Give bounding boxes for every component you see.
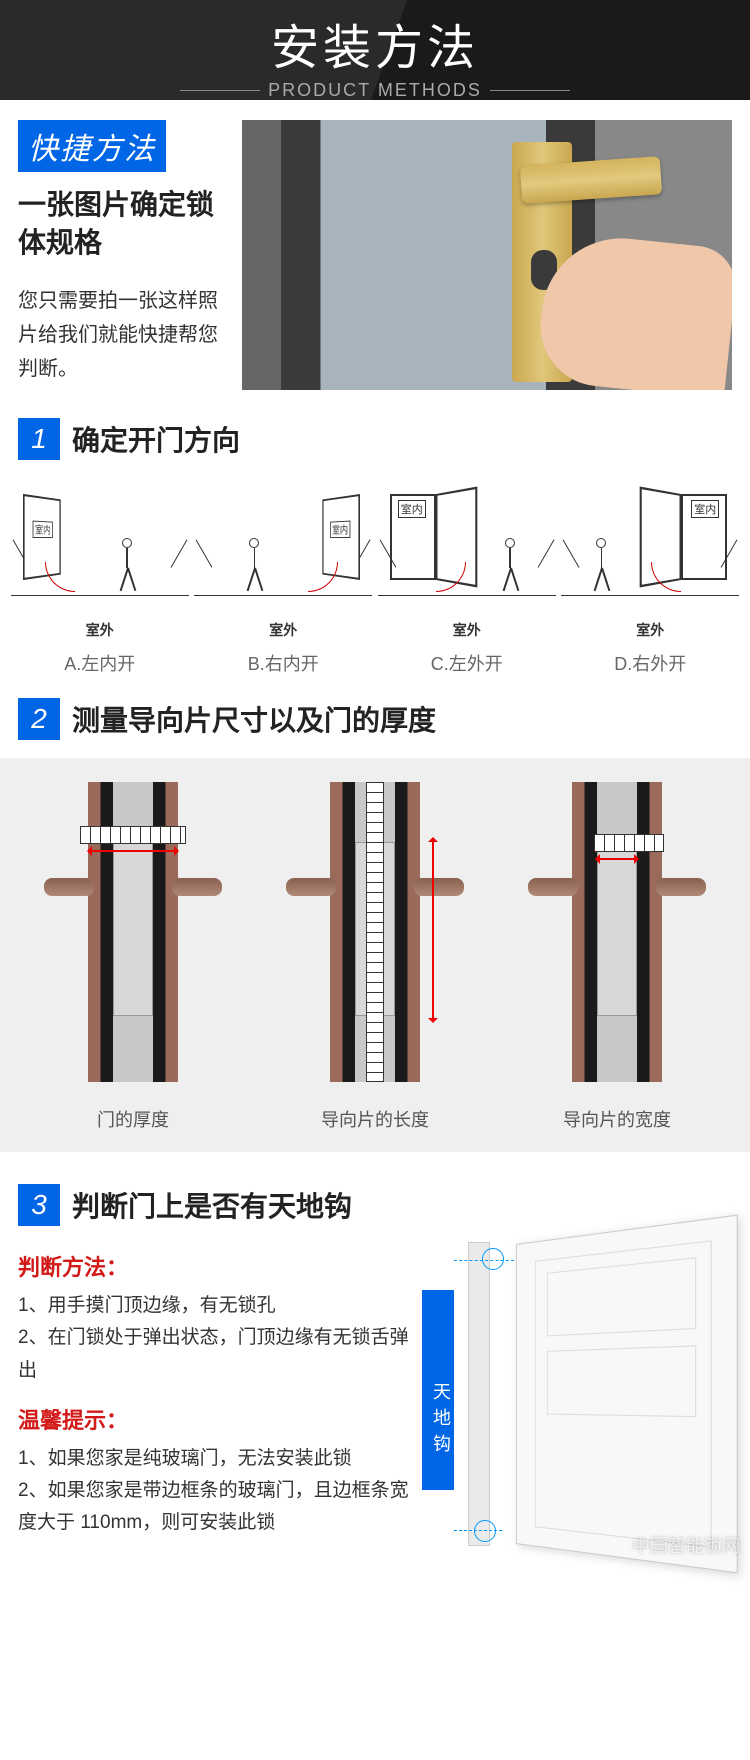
measure-caption: 导向片的宽度: [507, 1092, 727, 1138]
direction-item: 室内 室外 C.左外开: [382, 488, 552, 676]
divider-line: [180, 90, 260, 91]
measure-item: 门的厚度: [23, 782, 243, 1138]
inside-label: 室内: [691, 500, 719, 518]
measure-caption: 导向片的长度: [265, 1092, 485, 1138]
quick-example-photo: [242, 120, 732, 390]
step-number: 2: [18, 698, 60, 740]
header-banner: 安装方法 PRODUCT METHODS: [0, 0, 750, 100]
quick-method-section: 快捷方法 一张图片确定锁体规格 您只需要拍一张这样照片给我们就能快捷帮您判断。: [0, 100, 750, 414]
step-title: 确定开门方向: [72, 419, 240, 459]
method-line: 2、在门锁处于弹出状态，门顶边缘有无锁舌弹出: [18, 1322, 412, 1387]
direction-caption: D.右外开: [565, 650, 735, 676]
measure-item: 导向片的宽度: [507, 782, 727, 1138]
callout-circle: [474, 1520, 496, 1542]
hook-diagram: 天地钩: [422, 1242, 732, 1540]
header-subtitle: PRODUCT METHODS: [268, 80, 482, 100]
ruler-icon: [366, 782, 384, 1082]
dimension-arrow: [90, 850, 176, 852]
measurement-row: 门的厚度 导向片的长度 导向片的宽度: [0, 758, 750, 1152]
measure-item: 导向片的长度: [265, 782, 485, 1138]
divider-line: [490, 90, 570, 91]
inside-label: 室内: [398, 500, 426, 518]
direction-item: 室内 室外 B.右内开: [198, 488, 368, 676]
direction-caption: A.左内开: [15, 650, 185, 676]
outside-label: 室外: [565, 620, 735, 640]
watermark: 中国智能锁网: [632, 1532, 740, 1558]
outside-label: 室外: [15, 620, 185, 640]
direction-caption: B.右内开: [198, 650, 368, 676]
header-subtitle-wrap: PRODUCT METHODS: [0, 80, 750, 100]
quick-description: 您只需要拍一张这样照片给我们就能快捷帮您判断。: [18, 284, 228, 386]
hook-label: 天地钩: [422, 1290, 454, 1490]
dimension-arrow: [598, 858, 636, 860]
quick-badge: 快捷方法: [18, 120, 166, 172]
step-title: 测量导向片尺寸以及门的厚度: [72, 699, 436, 739]
ruler-icon: [80, 826, 186, 844]
step-2-heading: 2 测量导向片尺寸以及门的厚度: [0, 694, 750, 744]
method-heading: 判断方法：: [18, 1250, 412, 1282]
method-line: 1、用手摸门顶边缘，有无锁孔: [18, 1290, 412, 1322]
inside-label: 室内: [32, 521, 52, 538]
outside-label: 室外: [198, 620, 368, 640]
dimension-arrow: [432, 840, 434, 1020]
direction-caption: C.左外开: [382, 650, 552, 676]
step-number: 1: [18, 418, 60, 460]
step-title: 判断门上是否有天地钩: [72, 1185, 352, 1225]
measure-caption: 门的厚度: [23, 1092, 243, 1138]
quick-heading: 一张图片确定锁体规格: [18, 186, 228, 262]
door-direction-row: 室内 室外 A.左内开 室内 室外 B.右内开 室内: [0, 464, 750, 684]
tip-line: 1、如果您家是纯玻璃门，无法安装此锁: [18, 1443, 412, 1475]
header-title: 安装方法: [0, 0, 750, 78]
direction-item: 室内 室外 A.左内开: [15, 488, 185, 676]
step-number: 3: [18, 1184, 60, 1226]
direction-item: 室内 室外 D.右外开: [565, 488, 735, 676]
step-3-content: 判断方法： 1、用手摸门顶边缘，有无锁孔 2、在门锁处于弹出状态，门顶边缘有无锁…: [0, 1230, 750, 1564]
tip-heading: 温馨提示：: [18, 1403, 412, 1435]
step-3-heading: 3 判断门上是否有天地钩: [0, 1180, 750, 1230]
inside-label: 室内: [330, 521, 350, 538]
outside-label: 室外: [382, 620, 552, 640]
callout-circle: [482, 1248, 504, 1270]
tip-line: 2、如果您家是带边框条的玻璃门，且边框条宽度大于 110mm，则可安装此锁: [18, 1475, 412, 1540]
step-1-heading: 1 确定开门方向: [0, 414, 750, 464]
ruler-icon: [594, 834, 664, 852]
